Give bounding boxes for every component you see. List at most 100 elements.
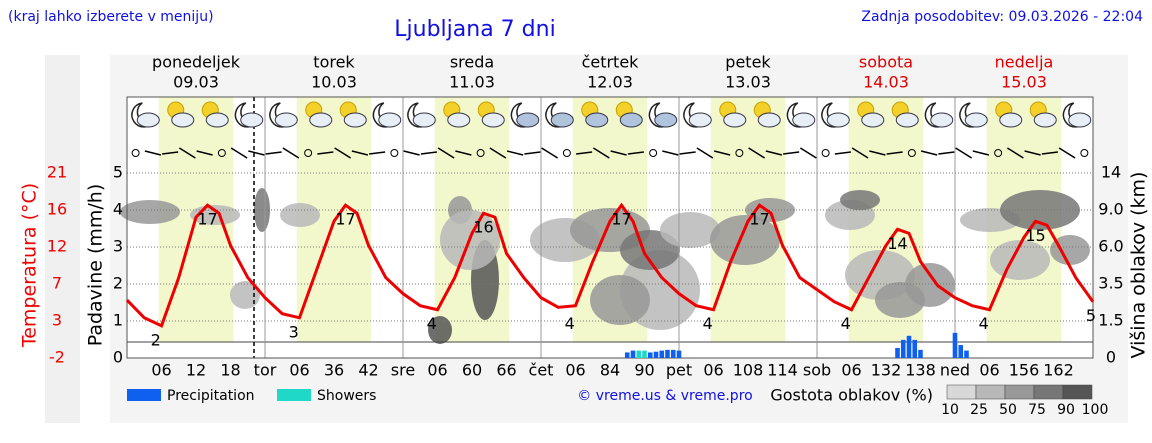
wind-barb <box>748 147 766 159</box>
cloud-icon <box>378 112 402 128</box>
temp-label: 14 <box>887 234 907 253</box>
wind-barb <box>765 150 783 156</box>
temp-label: 3 <box>289 322 299 341</box>
cloud-icon <box>930 112 954 128</box>
chart-title: Ljubljana 7 dni <box>394 17 555 42</box>
wind-barb <box>1041 151 1058 155</box>
legend-label: Precipitation <box>167 388 255 404</box>
precip-bar <box>952 332 958 358</box>
wind-barb <box>851 147 869 159</box>
temp-label: 4 <box>841 314 851 333</box>
wind-barb <box>1024 150 1041 156</box>
cloud-icon <box>171 112 195 128</box>
y2-tick-label: 6.0 <box>1098 237 1123 256</box>
cloud-icon <box>792 112 816 128</box>
cloud-icon <box>654 112 678 128</box>
y-tick-label: 1 <box>113 311 123 330</box>
day-date: 09.03 <box>173 73 219 92</box>
temp-label: 17 <box>197 210 217 229</box>
wind-barb <box>799 147 817 159</box>
cloud-axis-title: Višina oblakov (km) <box>1128 172 1150 359</box>
cloud-icon <box>999 112 1023 128</box>
temp-tick-label: 21 <box>47 163 67 182</box>
day-name: četrtek <box>582 53 640 72</box>
cloud-icon <box>895 112 919 128</box>
wind-barb <box>834 151 851 155</box>
wind-barb <box>696 147 714 159</box>
cloud-icon <box>516 112 540 128</box>
cloud-icon <box>619 112 643 128</box>
wind-calm <box>821 149 830 157</box>
wind-calm <box>476 149 485 157</box>
y-tick-label: 2 <box>113 274 123 293</box>
wind-barb <box>420 151 437 155</box>
legend-swatch <box>277 389 311 401</box>
wind-barb <box>972 150 990 156</box>
precip-bar <box>665 349 670 358</box>
wind-barb <box>248 150 265 156</box>
y-tick-label: 0 <box>113 348 123 367</box>
wind-calm <box>390 149 399 157</box>
precip-bar <box>895 348 900 358</box>
cloud-icon <box>1068 112 1092 128</box>
wind-barb <box>1058 147 1076 159</box>
cloud-blob <box>230 281 260 309</box>
wind-calm <box>217 149 226 157</box>
precip-bar <box>964 350 969 358</box>
y-tick-label: 3 <box>113 237 123 256</box>
x-tick-label: 06 <box>841 361 861 380</box>
x-tick-label: ned <box>940 361 970 380</box>
credit: © vreme.us & vreme.pro <box>577 388 752 404</box>
cloud-legend-box <box>946 384 977 400</box>
wind-barb <box>610 150 627 156</box>
cloud-icon <box>481 112 505 128</box>
x-tick-label: 60 <box>462 361 482 380</box>
cloud-icon <box>240 112 264 128</box>
temp-label: 4 <box>979 314 989 333</box>
precip-bar <box>630 350 636 358</box>
y2-tick-label: 0 <box>1106 348 1116 367</box>
wind-barb <box>541 147 559 159</box>
x-tick-label: 18 <box>220 361 240 380</box>
cloud-legend-level: 25 <box>970 402 988 418</box>
x-tick-label: 42 <box>358 361 378 380</box>
cloud-icon <box>550 112 574 128</box>
cloud-legend-level: 75 <box>1028 402 1046 418</box>
wind-barb <box>869 150 886 156</box>
day-name: ponedeljek <box>152 53 241 72</box>
precip-bar <box>670 349 676 358</box>
wind-barb <box>334 147 352 159</box>
day-date: 10.03 <box>311 73 357 92</box>
temp-label: 4 <box>703 314 713 333</box>
cloud-icon <box>309 112 333 128</box>
precip-axis-title: Padavine (mm/h) <box>85 184 107 347</box>
wind-barb <box>403 150 420 156</box>
cloud-blob <box>280 203 320 227</box>
cloud-legend-box <box>1004 384 1035 400</box>
x-tick-label: 138 <box>905 361 936 380</box>
temp-tick-label: -2 <box>49 348 65 367</box>
cloud-legend-title: Gostota oblakov (%) <box>770 386 933 405</box>
temp-label: 17 <box>611 210 631 229</box>
x-tick-label: sob <box>803 361 831 380</box>
precip-bar <box>676 350 682 358</box>
precip-bar <box>958 345 964 358</box>
cloud-icon <box>723 112 747 128</box>
wind-barb <box>178 147 196 159</box>
temp-label: 2 <box>151 330 161 349</box>
menu-note: (kraj lahko izberete v meniju) <box>8 9 214 25</box>
y2-tick-label: 3.5 <box>1098 274 1123 293</box>
temp-label: 4 <box>565 314 575 333</box>
wind-calm <box>562 149 571 157</box>
cloud-icon <box>585 112 609 128</box>
wind-barb <box>265 151 282 155</box>
precip-bar <box>642 350 647 358</box>
x-tick-label: 06 <box>427 361 447 380</box>
day-name: sreda <box>450 53 494 72</box>
wind-barb <box>317 151 334 155</box>
cloud-legend-box <box>1062 384 1093 400</box>
day-name: sobota <box>859 53 913 72</box>
temp-label: 4 <box>427 314 437 333</box>
day-name: torek <box>313 53 355 72</box>
